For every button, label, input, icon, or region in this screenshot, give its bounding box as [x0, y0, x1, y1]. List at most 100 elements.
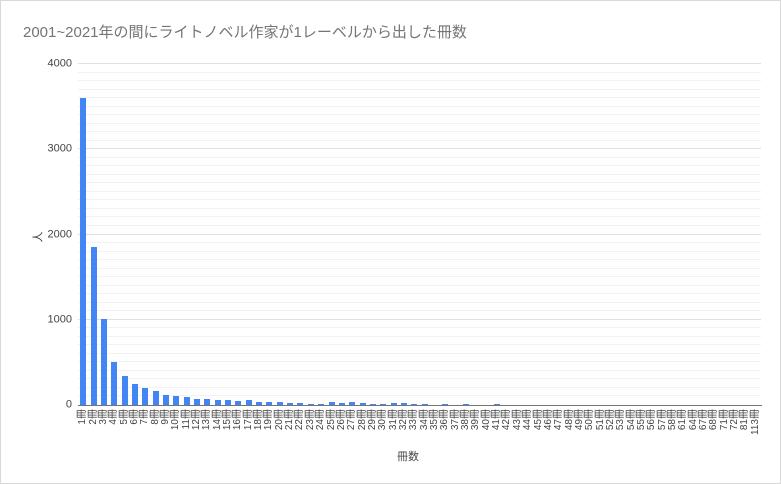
x-tick-label-68冊: 68冊 — [708, 409, 720, 431]
x-tick-label-19冊: 19冊 — [263, 409, 275, 431]
gridline-1700 — [78, 259, 761, 261]
bar-3冊[interactable] — [100, 318, 107, 405]
bar-2冊[interactable] — [90, 247, 97, 405]
x-tick-label-24冊: 24冊 — [315, 409, 327, 431]
x-tick-label-81冊: 81冊 — [739, 409, 751, 431]
bar-37冊[interactable] — [452, 404, 459, 405]
bar-30冊[interactable] — [380, 404, 387, 405]
bar-39冊[interactable] — [473, 404, 480, 405]
bar-31冊[interactable] — [390, 403, 397, 405]
y-tick-label-0: 0 — [65, 398, 72, 411]
y-tick-label-4000: 4000 — [47, 57, 72, 70]
x-tick-label-36冊: 36冊 — [439, 409, 451, 431]
gridline-1300 — [78, 293, 761, 295]
bar-46冊[interactable] — [545, 404, 552, 405]
bar-27冊[interactable] — [349, 402, 356, 405]
bar-38冊[interactable] — [463, 404, 470, 405]
x-tick-label-50冊: 50冊 — [584, 409, 596, 431]
bar-32冊[interactable] — [400, 403, 407, 405]
bar-24冊[interactable] — [318, 403, 325, 405]
gridline-1900 — [78, 242, 761, 244]
x-axis-line — [78, 405, 762, 406]
bar-25冊[interactable] — [328, 402, 335, 405]
bar-26冊[interactable] — [338, 402, 345, 405]
y-axis-ticks: 0 1000 2000 3000 4000 — [1, 58, 72, 410]
bar-6冊[interactable] — [131, 383, 138, 405]
bar-19冊[interactable] — [266, 402, 273, 405]
gridline-3400 — [78, 114, 761, 116]
bar-33冊[interactable] — [411, 404, 418, 405]
gridline-2200 — [78, 216, 761, 218]
bar-12冊[interactable] — [194, 398, 200, 405]
bar-16冊[interactable] — [235, 400, 242, 405]
gridline-4000 — [78, 63, 761, 64]
gridline-600 — [78, 352, 761, 354]
gridline-2000 — [78, 233, 761, 235]
x-tick-label-45冊: 45冊 — [532, 409, 544, 431]
x-tick-label-113冊: 113冊 — [749, 409, 761, 435]
gridline-800 — [78, 335, 761, 337]
bar-20冊[interactable] — [276, 402, 283, 405]
bar-9冊[interactable] — [162, 394, 169, 405]
gridline-200 — [78, 386, 761, 388]
gridline-3300 — [78, 122, 761, 124]
x-tick-label-33冊: 33冊 — [408, 409, 420, 431]
gridline-2300 — [78, 207, 761, 209]
x-tick-label-13冊: 13冊 — [201, 409, 213, 431]
gridline-2500 — [78, 190, 761, 192]
y-tick-label-1000: 1000 — [47, 313, 72, 326]
gridline-1400 — [78, 284, 761, 286]
bar-14冊[interactable] — [214, 400, 221, 405]
x-axis-ticks: 1冊 2冊 3冊 4冊 5冊 6冊 7冊 8冊 9冊 10冊 11冊 12冊 13冊 14冊 15冊 16冊 1… — [77, 409, 761, 451]
gridline-3600 — [78, 97, 761, 99]
bar-4冊[interactable] — [111, 362, 118, 405]
bar-8冊[interactable] — [152, 391, 159, 405]
bar-45冊[interactable] — [535, 404, 542, 405]
bar-7冊[interactable] — [142, 387, 149, 405]
gridline-300 — [78, 378, 761, 380]
gridline-3900 — [78, 71, 761, 73]
bar-50冊[interactable] — [587, 404, 594, 405]
bar-1冊[interactable] — [80, 98, 87, 405]
gridline-3800 — [78, 80, 761, 82]
bar-5冊[interactable] — [121, 376, 128, 405]
x-tick-label-39冊: 39冊 — [470, 409, 482, 431]
gridline-1000 — [78, 318, 761, 320]
x-tick-label-53冊: 53冊 — [615, 409, 627, 431]
bar-21冊[interactable] — [287, 402, 294, 405]
gridline-2600 — [78, 182, 761, 184]
bar-41冊[interactable] — [494, 404, 501, 405]
x-tick-label-44冊: 44冊 — [522, 409, 534, 431]
bar-29冊[interactable] — [369, 403, 376, 405]
bar-17冊[interactable] — [245, 399, 252, 405]
bar-22冊[interactable] — [297, 402, 304, 405]
x-axis-title: 冊数 — [397, 451, 419, 463]
bar-10冊[interactable] — [173, 396, 180, 405]
bar-13冊[interactable] — [204, 399, 211, 405]
gridline-100 — [78, 395, 761, 397]
x-tick-label-47冊: 47冊 — [553, 409, 565, 431]
bar-28冊[interactable] — [359, 403, 366, 405]
bar-49冊[interactable] — [576, 404, 583, 405]
bar-34冊[interactable] — [421, 404, 428, 405]
bar-23冊[interactable] — [307, 403, 314, 405]
gridline-1100 — [78, 310, 761, 312]
x-tick-label-16冊: 16冊 — [232, 409, 244, 431]
y-tick-label-2000: 2000 — [47, 228, 72, 240]
gridline-400 — [78, 369, 761, 371]
gridline-2800 — [78, 165, 761, 167]
gridline-3200 — [78, 131, 761, 133]
gridline-1200 — [78, 301, 761, 303]
plot-area — [78, 63, 761, 405]
x-tick-label-7冊: 7冊 — [139, 409, 151, 425]
bar-36冊[interactable] — [442, 404, 449, 405]
bar-11冊[interactable] — [183, 396, 190, 405]
bar-43冊[interactable] — [514, 404, 521, 405]
gridline-2400 — [78, 199, 761, 201]
bar-15冊[interactable] — [225, 400, 232, 405]
gridline-2100 — [78, 224, 761, 226]
bar-18冊[interactable] — [256, 401, 263, 405]
x-tick-label-61冊: 61冊 — [677, 409, 689, 431]
bar-35冊[interactable] — [432, 404, 439, 405]
